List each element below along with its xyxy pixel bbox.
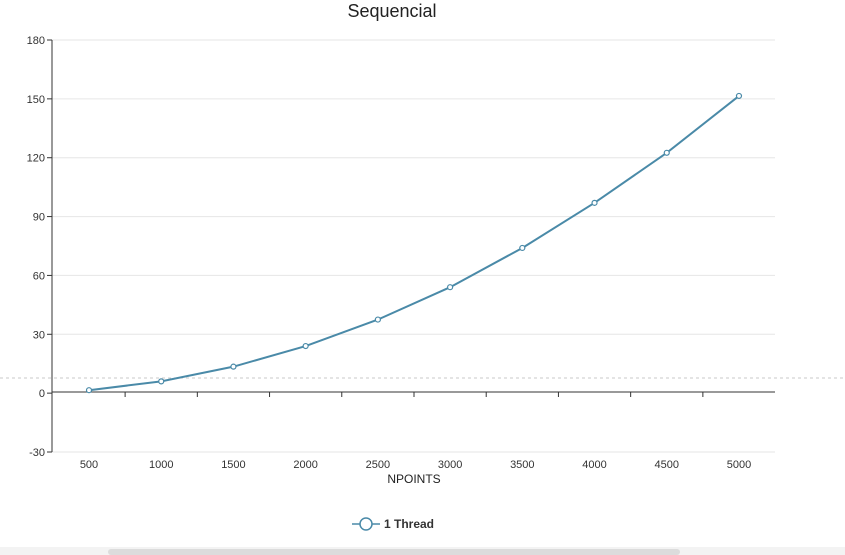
- data-point[interactable]: [302, 342, 309, 350]
- x-axis-label: NPOINTS: [387, 472, 440, 486]
- y-tick-labels: -30 0 30 60 90 120 150 180: [27, 35, 45, 459]
- x-tick-label: 4500: [655, 459, 679, 471]
- data-point[interactable]: [447, 284, 454, 291]
- y-tick-label: 0: [39, 388, 45, 400]
- data-point[interactable]: [158, 378, 165, 385]
- y-tick-label: -30: [29, 447, 45, 459]
- x-tick-label: 1500: [221, 459, 245, 471]
- x-tick-label: 1000: [149, 459, 173, 471]
- y-tick-label: 180: [27, 35, 45, 47]
- series-1-thread[interactable]: [85, 92, 743, 394]
- x-tick-label: 3500: [510, 459, 534, 471]
- x-tick-label: 4000: [582, 459, 606, 471]
- axes: [47, 39, 775, 453]
- data-point[interactable]: [591, 199, 598, 206]
- x-tick-label: 500: [80, 459, 98, 471]
- chart-title: Sequencial: [347, 1, 436, 21]
- data-point[interactable]: [519, 244, 526, 252]
- data-point[interactable]: [230, 363, 237, 370]
- y-tick-label: 90: [33, 212, 45, 224]
- scrollbar-thumb[interactable]: [108, 549, 680, 555]
- x-tick-label: 3000: [438, 459, 462, 471]
- y-tick-label: 150: [27, 94, 45, 106]
- legend-marker-icon: [359, 517, 373, 531]
- data-point[interactable]: [85, 387, 93, 394]
- x-tick-labels: 500 1000 1500 2000 2500 3000 3500 4000 4500 5000: [80, 459, 751, 471]
- y-tick-label: 60: [33, 270, 45, 282]
- legend[interactable]: 1 Thread: [352, 517, 434, 531]
- data-point[interactable]: [663, 149, 670, 156]
- x-tick-label: 2000: [293, 459, 317, 471]
- series-line: [88, 95, 740, 392]
- data-point[interactable]: [374, 316, 381, 323]
- x-tick-label: 5000: [727, 459, 751, 471]
- x-tick-label: 2500: [366, 459, 390, 471]
- legend-label[interactable]: 1 Thread: [384, 517, 434, 531]
- y-tick-label: 120: [27, 153, 45, 165]
- grid-lines: [52, 39, 775, 453]
- data-point[interactable]: [735, 92, 743, 100]
- y-tick-label: 30: [33, 329, 45, 341]
